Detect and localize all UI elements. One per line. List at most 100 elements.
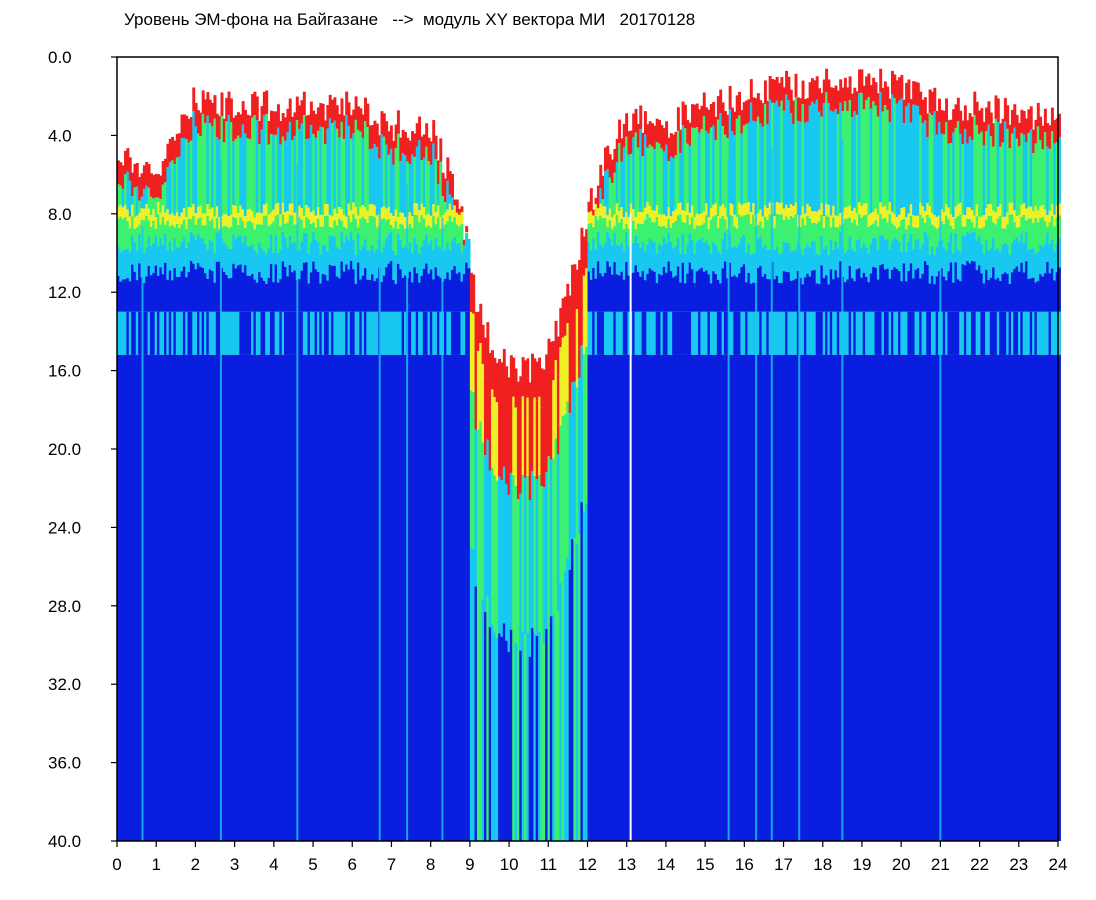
heatmap-cell xyxy=(218,311,222,355)
heatmap-cell xyxy=(213,228,217,254)
heatmap-column xyxy=(846,87,850,841)
heatmap-cell xyxy=(665,311,669,355)
heatmap-cell xyxy=(258,120,262,145)
heatmap-cell xyxy=(952,109,956,133)
heatmap-cell xyxy=(265,203,269,216)
heatmap-cell xyxy=(128,311,132,355)
heatmap-cell xyxy=(874,208,878,221)
heatmap-column xyxy=(274,111,278,841)
heatmap-cell xyxy=(455,212,459,225)
heatmap-cell xyxy=(825,354,829,841)
x-tick-label: 21 xyxy=(931,855,950,874)
heatmap-cell xyxy=(615,162,619,204)
heatmap-cell xyxy=(549,459,553,617)
heatmap-cell xyxy=(813,222,817,241)
heatmap-cell xyxy=(738,202,742,215)
heatmap-cell xyxy=(759,265,763,312)
heatmap-cell xyxy=(681,101,685,126)
heatmap-cell xyxy=(1015,266,1019,312)
heatmap-cell xyxy=(719,354,723,841)
heatmap-cell xyxy=(462,274,466,312)
heatmap-cell xyxy=(686,273,690,312)
heatmap-column xyxy=(166,143,170,841)
heatmap-cell xyxy=(919,278,923,312)
heatmap-cell xyxy=(693,283,697,312)
x-tick-label: 13 xyxy=(617,855,636,874)
heatmap-cell xyxy=(159,175,163,200)
heatmap-cell xyxy=(665,121,669,145)
heatmap-cell xyxy=(735,118,739,217)
heatmap-column xyxy=(340,98,344,841)
heatmap-cell xyxy=(154,236,158,266)
heatmap-cell xyxy=(491,389,494,468)
heatmap-cell xyxy=(952,354,956,841)
heatmap-cell xyxy=(923,120,927,212)
heatmap-cell xyxy=(895,311,899,355)
heatmap-cell xyxy=(361,246,365,276)
heatmap-column xyxy=(651,123,654,841)
heatmap-cell xyxy=(535,361,539,401)
heatmap-cell xyxy=(999,354,1003,841)
heatmap-cell xyxy=(392,164,396,217)
heatmap-cell xyxy=(820,235,824,266)
heatmap-cell xyxy=(636,147,640,212)
heatmap-cell xyxy=(387,234,391,264)
heatmap-cell xyxy=(695,241,699,272)
heatmap-cell xyxy=(175,354,179,841)
heatmap-cell xyxy=(733,246,737,276)
heatmap-cell xyxy=(749,283,753,312)
heatmap-cell xyxy=(260,224,264,249)
heatmap-cell xyxy=(1025,220,1029,232)
heatmap-cell xyxy=(1053,354,1057,841)
heatmap-cell xyxy=(349,115,353,139)
heatmap-cell xyxy=(905,82,909,107)
heatmap-cell xyxy=(307,254,311,284)
heatmap-column xyxy=(439,138,443,841)
heatmap-cell xyxy=(218,232,222,262)
heatmap-cell xyxy=(354,254,358,284)
heatmap-cell xyxy=(815,76,819,100)
heatmap-cell xyxy=(676,130,680,204)
heatmap-cell xyxy=(589,211,593,224)
heatmap-cell xyxy=(312,261,316,312)
heatmap-cell xyxy=(545,393,549,473)
heatmap-cell xyxy=(117,311,120,355)
heatmap-cell xyxy=(578,377,582,535)
heatmap-cell xyxy=(361,216,365,247)
heatmap-cell xyxy=(385,267,389,312)
heatmap-cell xyxy=(408,242,412,272)
heatmap-cell xyxy=(658,143,662,215)
heatmap-column xyxy=(149,173,153,841)
heatmap-cell xyxy=(164,224,168,234)
heatmap-cell xyxy=(427,161,431,214)
heatmap-cell xyxy=(272,111,276,135)
heatmap-cell xyxy=(483,376,487,456)
heatmap-column xyxy=(495,363,499,841)
heatmap-cell xyxy=(446,354,450,841)
heatmap-cell xyxy=(321,244,325,274)
heatmap-cell xyxy=(709,354,713,841)
heatmap-cell xyxy=(601,246,605,277)
heatmap-cell xyxy=(608,311,612,355)
heatmap-cell xyxy=(822,227,826,249)
heatmap-cell xyxy=(187,218,191,243)
heatmap-cell xyxy=(933,311,937,355)
heatmap-column xyxy=(905,82,909,841)
heatmap-cell xyxy=(1015,215,1019,228)
heatmap-cell xyxy=(434,267,438,312)
heatmap-column xyxy=(234,115,238,841)
heatmap-cell xyxy=(117,206,120,219)
heatmap-cell xyxy=(589,279,593,312)
heatmap-cell xyxy=(947,219,951,242)
heatmap-cell xyxy=(853,219,857,252)
heatmap-cell xyxy=(940,133,944,210)
heatmap-cell xyxy=(175,223,179,248)
heatmap-cell xyxy=(194,311,198,355)
heatmap-cell xyxy=(860,217,864,249)
heatmap-cell xyxy=(211,102,215,127)
heatmap-cell xyxy=(168,241,172,271)
heatmap-cell xyxy=(695,225,699,242)
heatmap-column xyxy=(387,131,391,841)
heatmap-column xyxy=(815,76,819,841)
heatmap-cell xyxy=(895,103,899,217)
